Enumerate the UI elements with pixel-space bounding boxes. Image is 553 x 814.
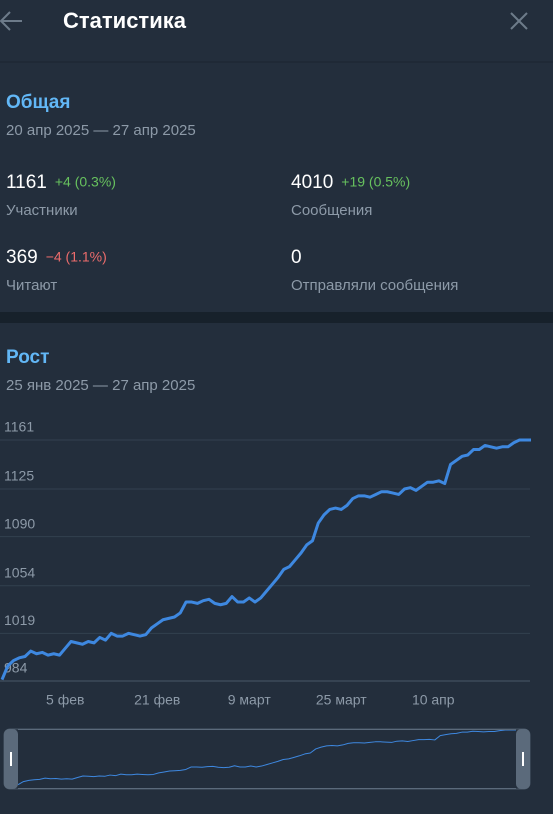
y-tick-label: 1019 (4, 612, 35, 628)
stat-label: Отправляли сообщения (291, 277, 458, 294)
x-tick-label: 10 апр (412, 692, 455, 708)
x-tick-label: 25 март (316, 692, 367, 708)
stat-delta: −4 (1.1%) (46, 249, 107, 265)
navigator[interactable] (17, 729, 516, 786)
x-tick-label: 5 фев (46, 692, 84, 708)
stat-label: Читают (6, 277, 57, 294)
stat-label: Сообщения (291, 202, 372, 219)
y-tick-label: 1090 (4, 515, 35, 531)
y-tick-label: 1161 (4, 419, 34, 435)
header-title: Статистика (63, 8, 187, 33)
stats: 1161 +4 (0.3%) Участники 4010 +19 (0.5%) Сооб… (6, 172, 458, 294)
x-tick-label: 21 фев (134, 692, 180, 708)
stat-value: 369 (6, 247, 38, 268)
y-tick-label: 1125 (4, 468, 34, 484)
stat-value: 1161 (6, 172, 47, 193)
stat-delta: +4 (0.3%) (55, 174, 116, 190)
section-divider (0, 312, 553, 323)
section-title: Общая (6, 92, 70, 113)
stat-value: 4010 (291, 172, 333, 193)
period: 20 апр 2025 — 27 апр 2025 (6, 122, 196, 139)
period: 25 янв 2025 — 27 апр 2025 (6, 377, 195, 394)
section-title: Рост (6, 347, 49, 368)
y-tick-label: 1054 (4, 564, 35, 580)
stat-value: 0 (291, 247, 302, 268)
stat-label: Участники (6, 202, 78, 219)
growth-line (0, 438, 531, 681)
close-button[interactable] (510, 12, 528, 30)
navigator-line (17, 729, 516, 786)
x-tick-label: 9 март (228, 692, 272, 708)
stat-delta: +19 (0.5%) (341, 174, 410, 190)
back-button[interactable] (0, 11, 22, 31)
